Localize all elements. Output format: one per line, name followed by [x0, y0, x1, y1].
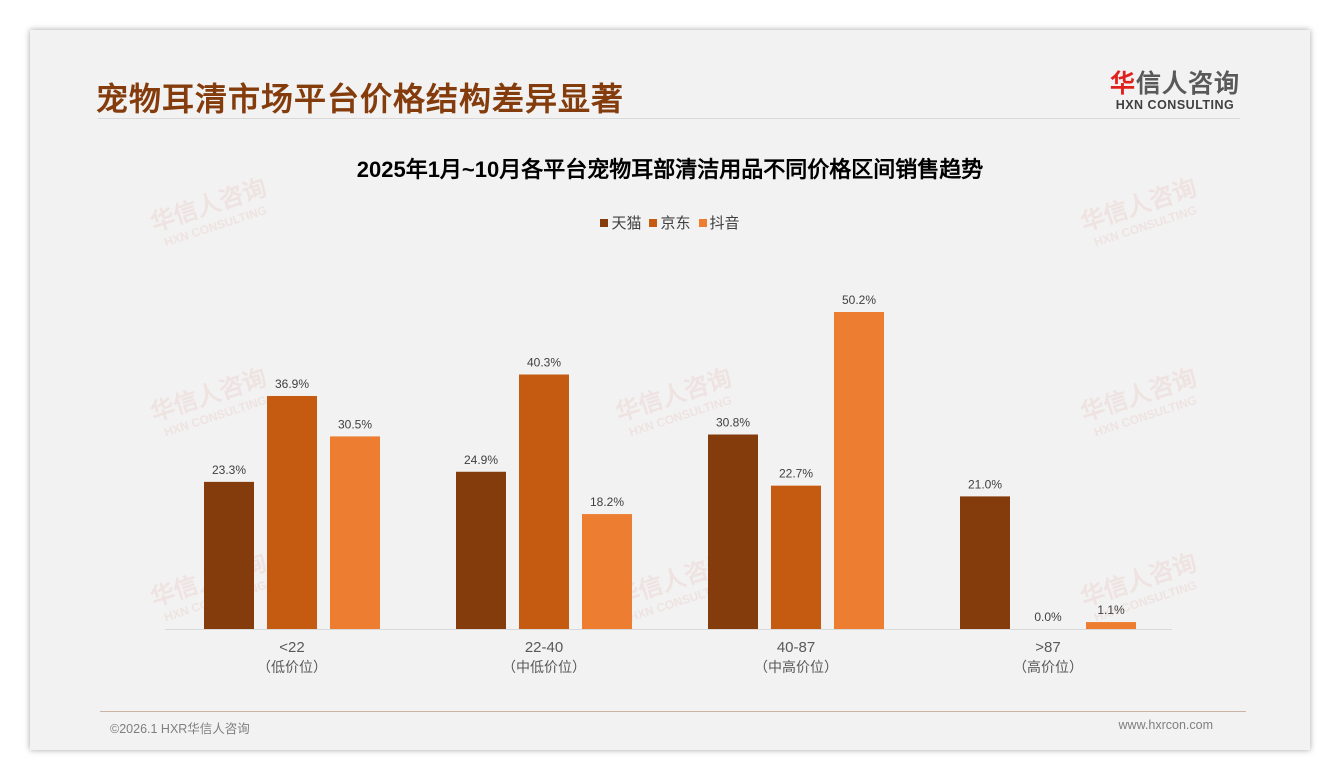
data-label: 0.0%	[1034, 610, 1062, 624]
data-label: 23.3%	[212, 463, 246, 477]
bar	[771, 485, 821, 629]
x-tick-sublabel: （中高价位）	[754, 659, 838, 675]
data-label: 40.3%	[527, 356, 561, 370]
footer-url[interactable]: www.hxrcon.com	[1118, 718, 1213, 732]
bar	[1086, 622, 1136, 629]
bar	[330, 436, 380, 629]
bar	[204, 481, 254, 629]
data-label: 36.9%	[275, 377, 309, 391]
bar	[708, 434, 758, 629]
data-label: 50.2%	[842, 293, 876, 307]
title-divider	[98, 118, 1240, 119]
legend-swatch	[649, 219, 658, 227]
x-tick-label: <22	[279, 639, 304, 656]
chart-title: 2025年1月~10月各平台宠物耳部清洁用品不同价格区间销售趋势	[356, 157, 984, 182]
footer-divider	[100, 711, 1246, 712]
x-tick-sublabel: （低价位）	[257, 659, 327, 675]
x-tick-sublabel: （高价位）	[1013, 659, 1083, 675]
x-tick-label: 40-87	[777, 639, 815, 656]
bar	[960, 496, 1010, 629]
legend-item: 京东	[649, 215, 691, 232]
bar	[582, 514, 632, 629]
x-tick-label: 22-40	[525, 639, 563, 656]
data-label: 30.5%	[338, 417, 372, 431]
data-label: 22.7%	[779, 467, 813, 481]
bar	[834, 312, 884, 629]
bar	[456, 471, 506, 629]
bar	[519, 374, 569, 629]
data-label: 18.2%	[590, 495, 624, 509]
legend-item: 抖音	[698, 215, 740, 232]
chart-legend: 天猫 京东 抖音	[0, 212, 1340, 233]
page-title: 宠物耳清市场平台价格结构差异显著	[96, 81, 625, 117]
x-tick-label: >87	[1035, 639, 1060, 656]
bar	[267, 395, 317, 629]
x-tick-sublabel: （中低价位）	[502, 659, 586, 675]
legend-swatch	[600, 219, 609, 227]
legend-item: 天猫	[600, 215, 641, 232]
data-label: 1.1%	[1097, 603, 1125, 617]
data-label: 21.0%	[968, 477, 1002, 491]
data-label: 24.9%	[464, 453, 498, 467]
footer-copyright: ©2026.1 HXR华信人咨询	[110, 722, 250, 736]
logo: 华信人咨询 HXN CONSULTING	[1109, 70, 1240, 112]
data-label: 30.8%	[716, 416, 750, 430]
legend-swatch	[698, 219, 707, 227]
